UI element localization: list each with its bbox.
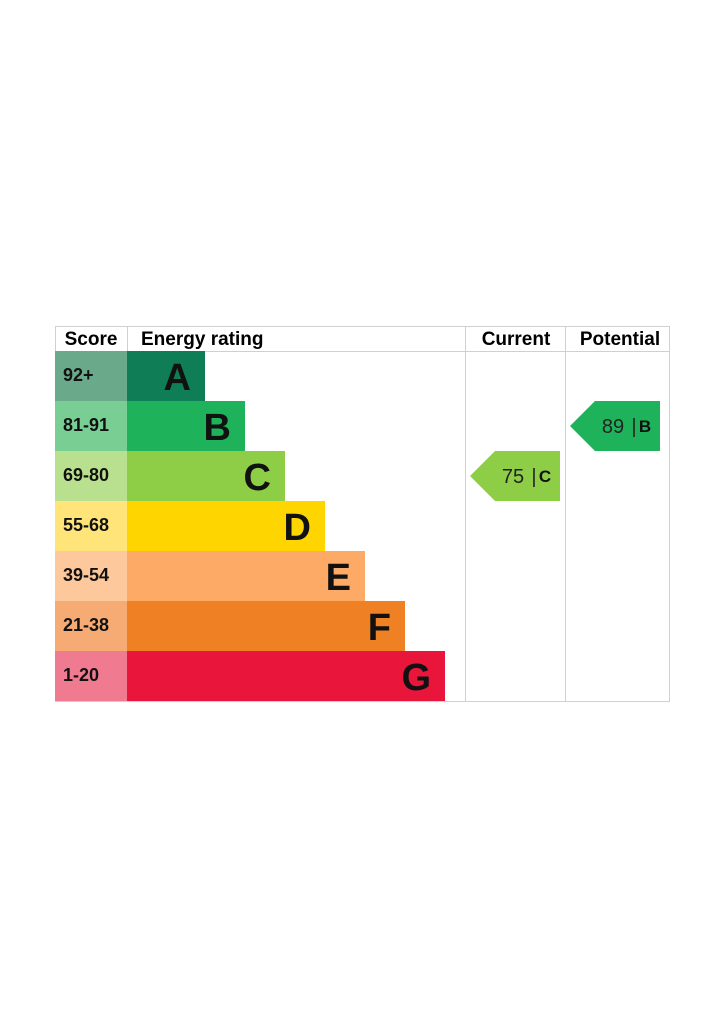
band-letter-c: C bbox=[244, 457, 271, 499]
score-range-d: 55-68 bbox=[63, 515, 109, 535]
potential-rating-separator: | bbox=[631, 416, 636, 438]
score-range-b: 81-91 bbox=[63, 415, 109, 435]
score-cell-e bbox=[55, 551, 127, 601]
band-bar-d bbox=[127, 501, 325, 551]
band-bar-f bbox=[127, 601, 405, 651]
band-bar-b bbox=[127, 401, 245, 451]
potential-rating-letter: B bbox=[639, 417, 651, 436]
header-current: Current bbox=[482, 329, 551, 350]
score-range-a: 92+ bbox=[63, 365, 94, 385]
band-letter-e: E bbox=[326, 557, 351, 599]
score-cell-f bbox=[55, 601, 127, 651]
header-score: Score bbox=[65, 329, 118, 350]
current-rating-value: 75 bbox=[502, 466, 524, 488]
band-letter-g: G bbox=[401, 657, 431, 699]
band-bar-e bbox=[127, 551, 365, 601]
header-energy-rating: Energy rating bbox=[141, 329, 263, 350]
score-range-g: 1-20 bbox=[63, 665, 99, 685]
score-range-e: 39-54 bbox=[63, 565, 109, 585]
rating-arrows: 75 | C89 | B bbox=[470, 401, 660, 501]
header-potential: Potential bbox=[580, 329, 660, 350]
band-letter-f: F bbox=[368, 607, 391, 649]
score-range-f: 21-38 bbox=[63, 615, 109, 635]
score-cell-d bbox=[55, 501, 127, 551]
rating-bands: 92+ A 81-91 B 69-80 C 55-68 D 39-54 E 21-38 F 1-20 G bbox=[55, 351, 445, 701]
score-cell-c bbox=[55, 451, 127, 501]
band-bar-a bbox=[127, 351, 205, 401]
band-letter-b: B bbox=[204, 407, 231, 449]
potential-rating-value: 89 bbox=[602, 416, 624, 438]
current-rating-separator: | bbox=[531, 466, 536, 488]
band-letter-a: A bbox=[164, 357, 191, 399]
score-cell-b bbox=[55, 401, 127, 451]
potential-rating-arrow bbox=[570, 401, 660, 451]
band-letter-d: D bbox=[284, 507, 311, 549]
score-range-c: 69-80 bbox=[63, 465, 109, 485]
current-rating-letter: C bbox=[539, 467, 551, 486]
current-rating-arrow bbox=[470, 451, 560, 501]
score-cell-g bbox=[55, 651, 127, 701]
band-bar-c bbox=[127, 451, 285, 501]
score-cell-a bbox=[55, 351, 127, 401]
band-bar-g bbox=[127, 651, 445, 701]
